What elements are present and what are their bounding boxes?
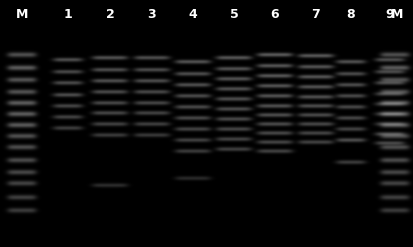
Text: 6: 6: [270, 7, 279, 21]
Text: M: M: [390, 7, 402, 21]
Text: 4: 4: [188, 7, 197, 21]
Text: 9: 9: [385, 7, 393, 21]
Text: 1: 1: [64, 7, 72, 21]
Text: 8: 8: [346, 7, 354, 21]
Text: M: M: [16, 7, 28, 21]
Text: 7: 7: [311, 7, 320, 21]
Text: 5: 5: [229, 7, 238, 21]
Text: 3: 3: [147, 7, 156, 21]
Text: 2: 2: [105, 7, 114, 21]
